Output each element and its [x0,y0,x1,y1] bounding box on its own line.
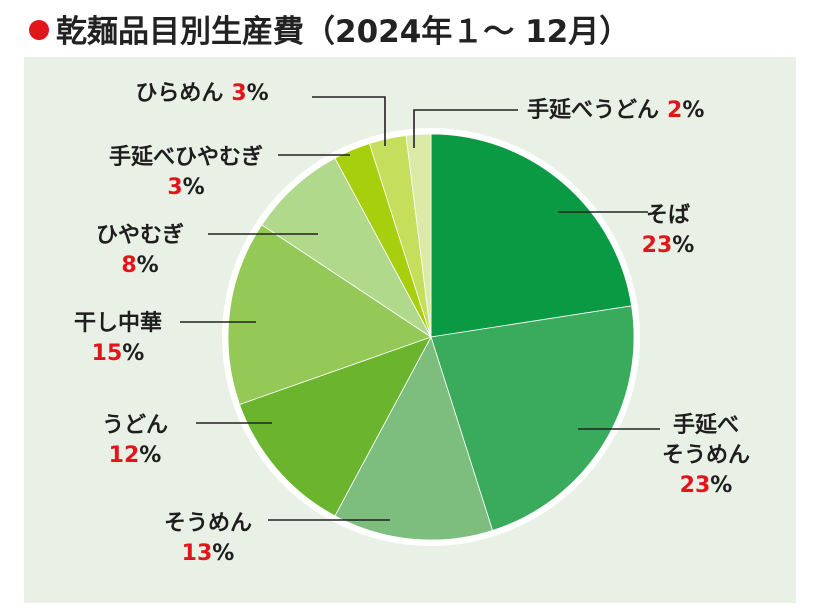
slice-unit: % [183,175,205,200]
slice-value: 15 [92,341,123,366]
slice-value-label: 13% [182,541,235,566]
leader-line [413,109,518,148]
leader-line [312,96,386,146]
slice-value-label: 15% [92,341,145,366]
slice-label: そうめん [164,511,252,536]
slice-value: 3 [231,81,246,106]
pie-slice [239,336,432,517]
slice-value: 13 [182,541,213,566]
slice-value-label: 3% [167,175,204,200]
slice-label: ひらめん 3% [135,81,268,106]
slice-value-label: 23% [642,233,695,258]
slice-label: そうめん [662,443,750,468]
slice-value: 23 [680,473,711,498]
slice-unit: % [682,98,704,123]
chart-title: 乾麺品目別生産費（2024年１～ 12月） [56,14,630,50]
pie-slice [430,133,633,338]
slice-value: 12 [109,443,140,468]
pie-slice [405,133,432,338]
slice-unit: % [247,81,269,106]
slice-value: 23 [642,233,673,258]
slice-value: 2 [667,98,682,123]
slice-unit: % [139,443,161,468]
pie-slice [227,224,432,405]
slice-unit: % [672,233,694,258]
slice-label: 手延べひやむぎ [109,144,263,170]
title-bullet [29,20,49,40]
slice-unit: % [212,541,234,566]
slice-value-label: 12% [109,443,162,468]
slice-label: 干し中華 [74,311,162,336]
slice-value-label: 8% [121,253,158,278]
slice-label: うどん [102,413,168,438]
slice-unit: % [122,341,144,366]
pie-slice [261,157,432,338]
slice-value: 8 [121,253,136,278]
slice-value: 3 [167,175,182,200]
slice-value-label: 23% [680,473,733,498]
pie-slice [334,335,494,541]
slice-unit: % [710,473,732,498]
slice-unit: % [137,253,159,278]
slice-label: 手延べ [673,413,739,438]
slice-label: ひやむぎ [96,222,184,248]
slice-label: そば [646,203,690,228]
slice-label: 手延べうどん 2% [527,98,704,123]
pie-slice [430,305,635,531]
